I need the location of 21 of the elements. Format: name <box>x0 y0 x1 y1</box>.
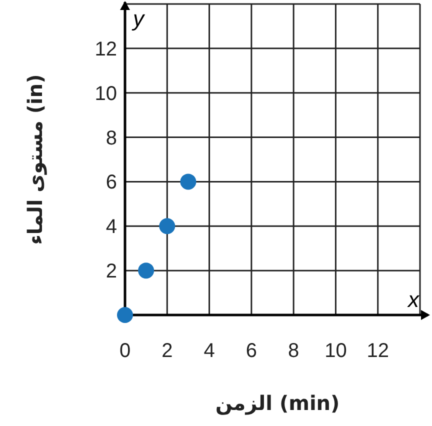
x-tick-label: 2 <box>162 340 173 362</box>
x-axis-title: الزمن (min) <box>215 391 340 415</box>
point <box>159 218 176 234</box>
point <box>180 174 196 190</box>
x-tick-label: 0 <box>119 340 131 362</box>
x-tick-label: 6 <box>246 340 257 362</box>
y-axis-title: مستوى الماء (in) <box>23 74 47 245</box>
y-tick-label: 4 <box>106 216 117 238</box>
point <box>117 307 133 323</box>
x-tick-label: 4 <box>204 340 215 362</box>
y-tick-label: 12 <box>94 38 117 60</box>
y-tick-label: 8 <box>106 127 117 150</box>
y-tick-label: 2 <box>106 260 117 283</box>
x-tick-label: 10 <box>324 340 347 362</box>
annotation: y <box>131 6 146 31</box>
y-tick-label: 10 <box>94 82 117 105</box>
annotation: x <box>407 287 420 312</box>
x-tick-label: 12 <box>366 340 389 362</box>
y-tick-label: 6 <box>106 172 117 194</box>
x-tick-label: 8 <box>288 340 300 362</box>
point <box>138 262 154 279</box>
